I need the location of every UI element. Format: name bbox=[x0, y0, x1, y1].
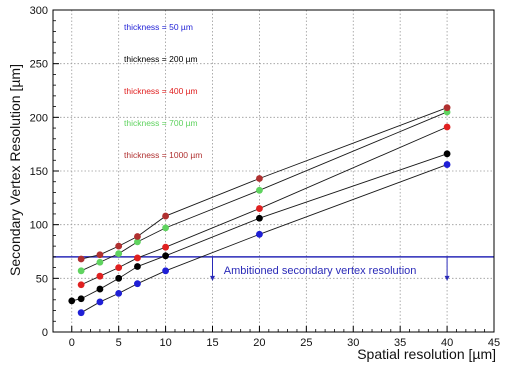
data-point bbox=[256, 214, 263, 222]
data-point bbox=[77, 309, 85, 317]
data-point bbox=[115, 264, 123, 271]
x-axis-title: Spatial resolution [µm] bbox=[357, 346, 496, 362]
x-tick-label: 10 bbox=[159, 337, 171, 349]
data-point bbox=[77, 281, 85, 289]
data-point bbox=[443, 150, 451, 158]
data-point bbox=[77, 267, 85, 275]
legend-entry: thickness = 200 µm bbox=[124, 54, 198, 64]
axes: 0 5 10 15 20 25 30 35 40 45 0 50 100 150 200 250 300 bbox=[30, 5, 500, 349]
legend-entry: thickness = 700 µm bbox=[124, 118, 198, 128]
data-point bbox=[162, 252, 169, 260]
data-point bbox=[134, 254, 141, 262]
y-tick-label: 0 bbox=[42, 327, 48, 339]
data-point bbox=[96, 285, 104, 293]
data-point bbox=[96, 258, 104, 266]
y-tick-label: 300 bbox=[30, 5, 48, 17]
reference-line-group: Ambitioned secondary vertex resolution bbox=[53, 256, 494, 281]
reference-arrow-head bbox=[210, 275, 216, 281]
x-tick-label: 0 bbox=[69, 337, 75, 349]
y-tick-label: 50 bbox=[36, 273, 48, 285]
data-point bbox=[162, 267, 169, 275]
x-tick-label: 30 bbox=[347, 337, 359, 349]
data-point bbox=[115, 250, 123, 258]
legend-entry: thickness = 50 µm bbox=[124, 22, 193, 32]
data-point bbox=[96, 298, 104, 306]
x-tick-label: 45 bbox=[488, 337, 500, 349]
x-tick-label: 40 bbox=[441, 337, 453, 349]
legend-entry: thickness = 400 µm bbox=[124, 86, 198, 96]
data-point bbox=[115, 242, 123, 250]
data-point bbox=[96, 272, 104, 280]
data-point bbox=[443, 104, 451, 112]
x-tick-label: 15 bbox=[206, 337, 218, 349]
data-point bbox=[443, 123, 451, 131]
reference-arrow-head bbox=[444, 275, 450, 281]
reference-line-label: Ambitioned secondary vertex resolution bbox=[224, 265, 417, 277]
series-0 bbox=[77, 161, 451, 317]
series-line bbox=[71, 153, 448, 302]
legend-entry: thickness = 1000 µm bbox=[124, 150, 202, 160]
data-point bbox=[162, 243, 169, 251]
data-point bbox=[162, 212, 169, 220]
data-point bbox=[134, 238, 141, 246]
data-point bbox=[256, 205, 263, 212]
series-1 bbox=[68, 150, 451, 305]
data-point bbox=[443, 161, 451, 168]
data-point bbox=[115, 289, 123, 297]
x-tick-label: 5 bbox=[116, 337, 122, 349]
y-tick-label: 200 bbox=[30, 112, 48, 124]
data-point bbox=[256, 186, 263, 194]
x-tick-label: 35 bbox=[394, 337, 406, 349]
grid bbox=[53, 10, 494, 332]
y-tick-label: 250 bbox=[30, 59, 48, 71]
legend: thickness = 50 µm thickness = 200 µm thick… bbox=[124, 22, 202, 160]
data-point bbox=[115, 274, 123, 282]
x-tick-label: 25 bbox=[300, 337, 312, 349]
data-point bbox=[77, 255, 85, 263]
data-point bbox=[77, 295, 85, 303]
y-tick-label: 100 bbox=[30, 220, 48, 232]
data-point bbox=[96, 251, 104, 259]
data-point bbox=[134, 233, 141, 240]
series-4 bbox=[77, 104, 451, 263]
series-group bbox=[68, 104, 451, 317]
data-point bbox=[68, 297, 76, 305]
y-tick-label: 150 bbox=[30, 166, 48, 178]
y-axis-title: Secondary Vertex Resolution [µm] bbox=[7, 64, 23, 276]
data-point bbox=[134, 280, 141, 288]
series-3 bbox=[77, 108, 451, 275]
data-point bbox=[162, 224, 169, 232]
series-2 bbox=[77, 123, 451, 289]
data-point bbox=[134, 263, 141, 270]
data-point bbox=[256, 230, 263, 238]
data-point bbox=[256, 175, 263, 182]
series-line bbox=[80, 111, 448, 272]
x-tick-label: 20 bbox=[253, 337, 265, 349]
